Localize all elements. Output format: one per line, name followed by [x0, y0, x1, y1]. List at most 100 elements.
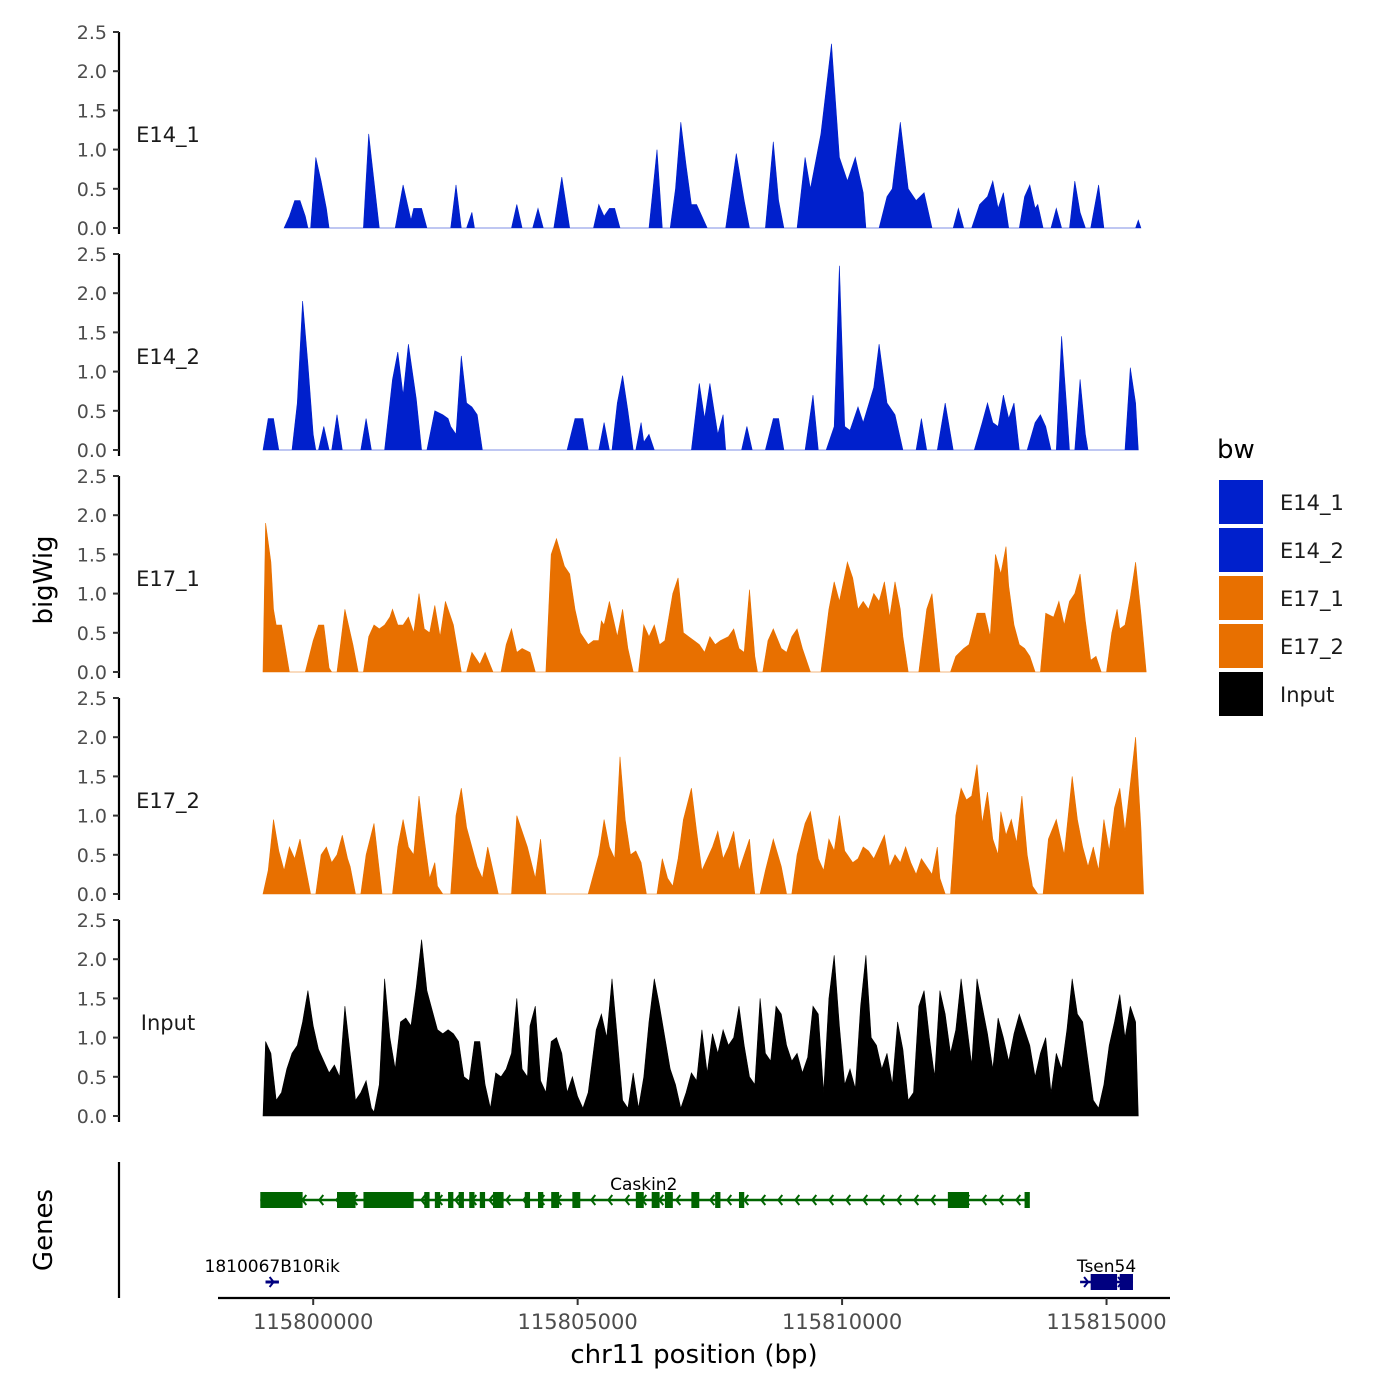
exon — [424, 1192, 430, 1208]
signal-area — [283, 43, 1142, 229]
exon — [337, 1192, 356, 1208]
y-tick-label: 0.5 — [77, 623, 107, 645]
signal-area — [262, 522, 1147, 673]
strand-arrow — [607, 1194, 614, 1206]
y-tick-label: 0.5 — [77, 1067, 107, 1089]
y-tick-label: 1.0 — [77, 140, 107, 162]
legend-swatch — [1219, 528, 1263, 572]
track-label: E14_1 — [136, 123, 200, 148]
y-tick-label: 0.0 — [77, 218, 107, 240]
y-tick-label: 1.0 — [77, 1028, 107, 1050]
genes-axis-title: Genes — [29, 1189, 59, 1271]
track-label: E14_2 — [136, 345, 200, 370]
signal-area — [262, 939, 1139, 1117]
strand-arrow — [794, 1194, 801, 1206]
legend-label: Input — [1280, 683, 1334, 707]
strand-arrow — [743, 1194, 750, 1206]
y-tick-label: 0.0 — [77, 1106, 107, 1128]
track-e17-1: 0.0 0.5 1.0 1.5 2.0 2.5 E17_1 — [77, 466, 1147, 684]
gene-label: 1810067B10Rik — [205, 1257, 341, 1277]
strand-arrow — [828, 1194, 835, 1206]
exon — [448, 1192, 454, 1208]
exon — [635, 1192, 644, 1208]
signal-tracks: 0.0 0.5 1.0 1.5 2.0 2.5 E14_1 0.0 0.5 1.0 1.5 2.0 2.… — [77, 22, 1147, 1128]
x-tick-label: 115815000 — [1046, 1310, 1166, 1334]
track-label: E17_2 — [136, 789, 200, 814]
legend: bw E14_1 E14_2 E17_1 E17_2 Input — [1217, 435, 1344, 716]
gene-tsen54: Tsen54 — [1076, 1257, 1136, 1290]
y-tick-label: 0.5 — [77, 845, 107, 867]
y-tick-label: 1.0 — [77, 584, 107, 606]
strand-arrow — [318, 1194, 325, 1206]
exon — [458, 1192, 464, 1208]
exon — [524, 1192, 531, 1208]
strand-arrow — [998, 1194, 1005, 1206]
legend-swatch — [1219, 672, 1263, 716]
legend-swatch — [1219, 624, 1263, 668]
legend-label: E14_1 — [1280, 491, 1344, 516]
y-tick-label: 2.5 — [77, 22, 107, 44]
y-tick-label: 1.5 — [77, 544, 107, 566]
y-tick-label: 0.0 — [77, 884, 107, 906]
strand-arrow — [675, 1194, 682, 1206]
gene-track: Caskin2 1810067B10Rik Tsen54 — [117, 1162, 1136, 1298]
gene-label: Tsen54 — [1076, 1257, 1136, 1277]
legend-label: E17_2 — [1280, 635, 1344, 660]
y-tick-label: 1.0 — [77, 806, 107, 828]
x-tick-label: 115805000 — [518, 1310, 638, 1334]
strand-arrow — [1015, 1194, 1022, 1206]
strand-arrow — [624, 1194, 631, 1206]
y-tick-label: 1.5 — [77, 988, 107, 1010]
exon — [479, 1192, 486, 1208]
exon — [363, 1192, 414, 1208]
track-e17-2: 0.0 0.5 1.0 1.5 2.0 2.5 E17_2 — [77, 688, 1144, 906]
exon — [493, 1192, 504, 1208]
strand-arrow — [879, 1194, 886, 1206]
exon — [1090, 1274, 1118, 1290]
x-tick-label: 115800000 — [253, 1310, 373, 1334]
strand-arrow — [709, 1194, 716, 1206]
legend-label: E14_2 — [1280, 539, 1344, 564]
strand-arrow — [777, 1194, 784, 1206]
y-axis-title: bigWig — [29, 535, 59, 624]
y-tick-label: 0.0 — [77, 662, 107, 684]
legend-swatch — [1219, 576, 1263, 620]
y-tick-label: 1.5 — [77, 766, 107, 788]
y-tick-label: 2.0 — [77, 949, 107, 971]
exon — [691, 1192, 700, 1208]
strand-arrow — [726, 1194, 733, 1206]
x-axis: 115800000 115805000 115810000 115815000 — [218, 1296, 1170, 1334]
strand-arrow — [590, 1194, 597, 1206]
y-tick-label: 2.0 — [77, 61, 107, 83]
strand-arrow — [845, 1194, 852, 1206]
gene-1810067b10rik: 1810067B10Rik — [205, 1257, 341, 1288]
track-input: 0.0 0.5 1.0 1.5 2.0 2.5 Input — [77, 910, 1139, 1128]
exon — [715, 1192, 721, 1208]
gene-label: Caskin2 — [610, 1175, 677, 1195]
y-tick-label: 1.5 — [77, 322, 107, 344]
exon — [469, 1192, 475, 1208]
exon — [664, 1192, 673, 1208]
gene-caskin2: Caskin2 — [260, 1175, 1030, 1208]
track-label: Input — [141, 1011, 195, 1035]
strand-arrow — [981, 1194, 988, 1206]
legend-title: bw — [1217, 435, 1255, 465]
exon — [738, 1192, 745, 1208]
y-tick-label: 2.5 — [77, 466, 107, 488]
signal-area — [262, 265, 1139, 451]
y-tick-label: 0.5 — [77, 179, 107, 201]
exon — [572, 1192, 581, 1208]
y-tick-label: 0.0 — [77, 440, 107, 462]
y-tick-label: 2.0 — [77, 283, 107, 305]
y-tick-label: 0.5 — [77, 401, 107, 423]
track-label: E17_1 — [136, 567, 200, 592]
strand-arrow — [930, 1194, 937, 1206]
strand-arrow — [420, 1194, 427, 1206]
exon — [947, 1192, 970, 1208]
strand-arrow — [811, 1194, 818, 1206]
legend-label: E17_1 — [1280, 587, 1344, 612]
y-tick-label: 2.5 — [77, 688, 107, 710]
strand-arrow — [896, 1194, 903, 1206]
strand-arrow — [862, 1194, 869, 1206]
